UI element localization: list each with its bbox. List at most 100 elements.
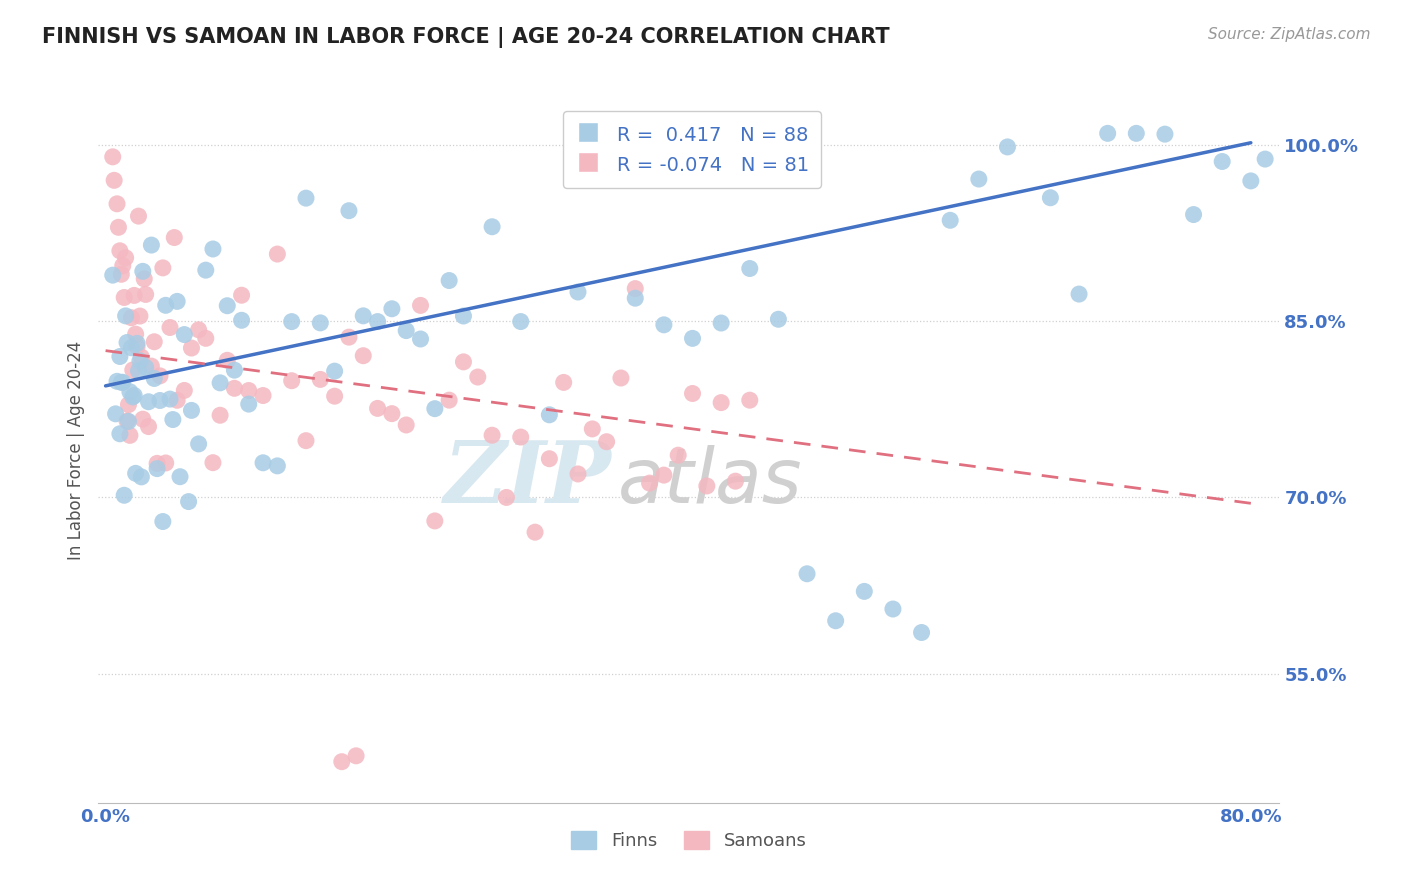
- Point: [381, 301, 404, 316]
- Point: [509, 430, 531, 444]
- Point: [453, 309, 475, 323]
- Point: [682, 386, 704, 401]
- Point: [381, 407, 404, 421]
- Point: [323, 389, 346, 403]
- Point: [344, 748, 367, 763]
- Point: [129, 309, 152, 323]
- Point: [682, 331, 704, 345]
- Point: [177, 494, 200, 508]
- Point: [143, 371, 166, 385]
- Point: [309, 372, 332, 386]
- Point: [124, 327, 146, 342]
- Point: [149, 368, 172, 383]
- Point: [194, 263, 217, 277]
- Point: [367, 401, 389, 416]
- Point: [997, 140, 1019, 154]
- Point: [135, 287, 157, 301]
- Point: [509, 314, 531, 328]
- Point: [111, 259, 134, 273]
- Point: [117, 414, 139, 428]
- Point: [187, 323, 209, 337]
- Point: [266, 458, 288, 473]
- Point: [201, 242, 224, 256]
- Point: [724, 474, 747, 488]
- Point: [105, 374, 128, 388]
- Point: [138, 419, 160, 434]
- Point: [238, 397, 260, 411]
- Point: [194, 331, 217, 345]
- Point: [738, 261, 761, 276]
- Point: [1039, 191, 1062, 205]
- Point: [423, 514, 446, 528]
- Point: [224, 381, 246, 395]
- Point: [553, 376, 575, 390]
- Point: [101, 268, 124, 282]
- Point: [280, 315, 302, 329]
- Point: [266, 247, 288, 261]
- Point: [853, 584, 876, 599]
- Point: [135, 360, 157, 375]
- Point: [152, 260, 174, 275]
- Point: [217, 353, 239, 368]
- Point: [209, 376, 232, 390]
- Point: [238, 384, 260, 398]
- Point: [538, 451, 561, 466]
- Point: [595, 162, 617, 177]
- Point: [122, 288, 145, 302]
- Point: [567, 467, 589, 481]
- Point: [104, 407, 127, 421]
- Text: atlas: atlas: [619, 445, 803, 519]
- Point: [295, 191, 318, 205]
- Point: [710, 395, 733, 409]
- Text: FINNISH VS SAMOAN IN LABOR FORCE | AGE 20-24 CORRELATION CHART: FINNISH VS SAMOAN IN LABOR FORCE | AGE 2…: [42, 27, 890, 48]
- Point: [152, 515, 174, 529]
- Legend: Finns, Samoans: Finns, Samoans: [564, 823, 814, 857]
- Point: [666, 448, 689, 462]
- Point: [143, 334, 166, 349]
- Point: [624, 291, 647, 305]
- Point: [1182, 208, 1205, 222]
- Point: [118, 384, 141, 399]
- Point: [437, 273, 460, 287]
- Point: [125, 336, 148, 351]
- Point: [105, 197, 128, 211]
- Point: [524, 525, 547, 540]
- Point: [337, 203, 360, 218]
- Point: [169, 469, 191, 483]
- Point: [134, 272, 156, 286]
- Point: [280, 374, 302, 388]
- Point: [159, 392, 181, 406]
- Point: [423, 401, 446, 416]
- Point: [352, 349, 374, 363]
- Point: [409, 332, 432, 346]
- Point: [131, 470, 153, 484]
- Point: [122, 388, 145, 402]
- Point: [166, 294, 188, 309]
- Point: [128, 209, 150, 223]
- Point: [141, 238, 163, 252]
- Point: [538, 408, 561, 422]
- Point: [481, 428, 503, 442]
- Text: Source: ZipAtlas.com: Source: ZipAtlas.com: [1208, 27, 1371, 42]
- Point: [187, 437, 209, 451]
- Point: [131, 350, 153, 364]
- Point: [162, 412, 184, 426]
- Point: [111, 376, 134, 390]
- Point: [481, 219, 503, 234]
- Point: [128, 364, 150, 378]
- Point: [395, 417, 418, 432]
- Point: [330, 755, 353, 769]
- Point: [437, 393, 460, 408]
- Point: [252, 388, 274, 402]
- Point: [115, 335, 138, 350]
- Point: [581, 422, 603, 436]
- Point: [108, 350, 131, 364]
- Point: [163, 230, 186, 244]
- Point: [166, 393, 188, 408]
- Point: [121, 390, 143, 404]
- Point: [1240, 174, 1263, 188]
- Point: [108, 426, 131, 441]
- Point: [101, 150, 124, 164]
- Point: [595, 434, 617, 449]
- Point: [768, 312, 790, 326]
